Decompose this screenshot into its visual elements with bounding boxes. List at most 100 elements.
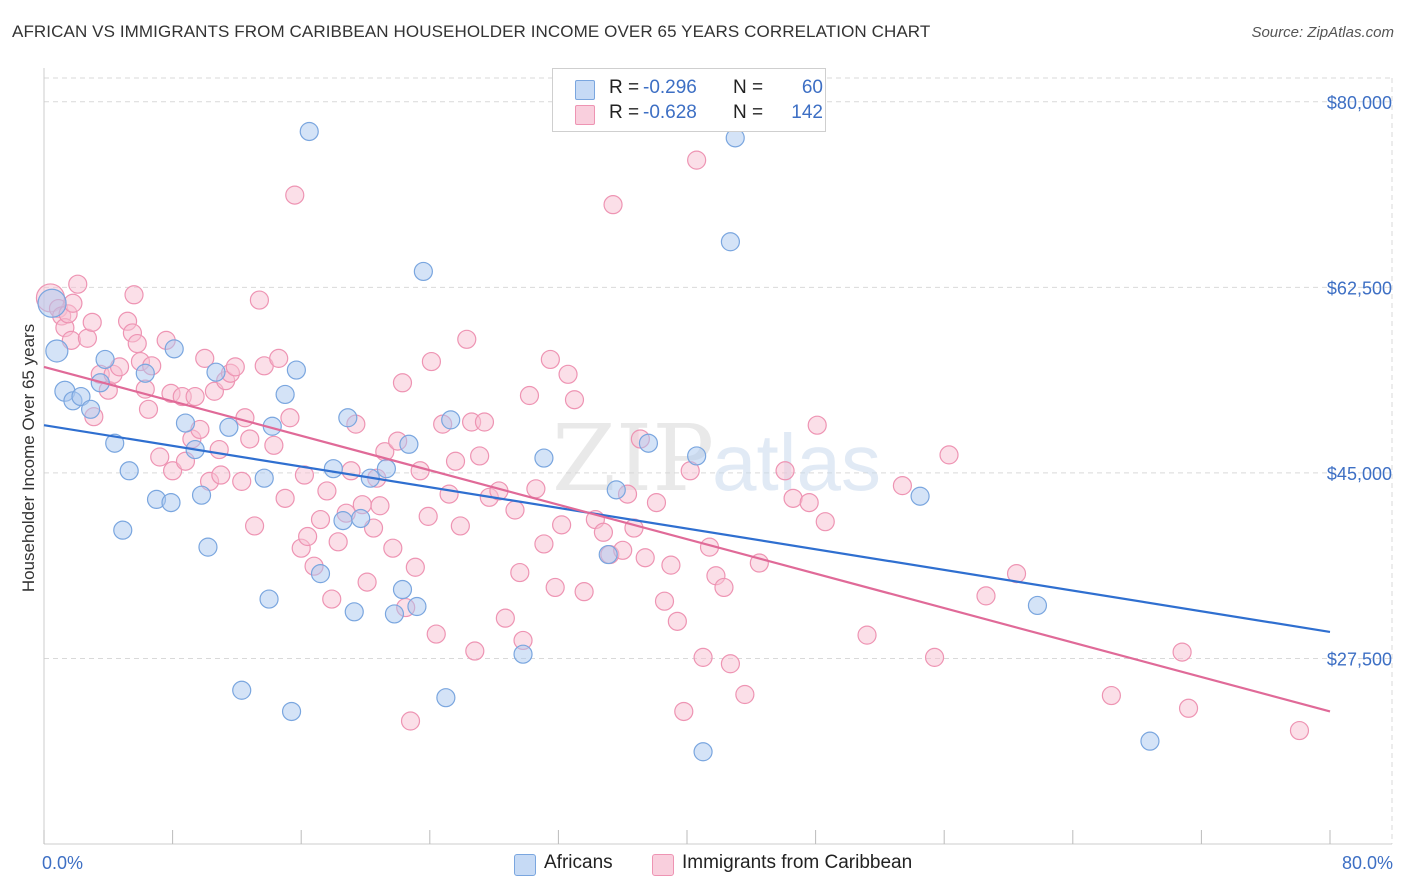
point-caribbean xyxy=(240,429,260,449)
legend-swatch-caribbean xyxy=(575,105,595,125)
point-africans xyxy=(175,413,196,433)
point-caribbean xyxy=(720,654,741,674)
axis-layer xyxy=(43,68,1392,845)
point-africans xyxy=(119,461,139,481)
legend-n-value-caribbean: 142 xyxy=(791,102,823,123)
point-africans xyxy=(720,232,741,252)
series-immigrants-from-caribbean xyxy=(35,150,1310,741)
point-africans xyxy=(198,537,218,557)
point-caribbean xyxy=(714,577,734,598)
point-africans xyxy=(81,399,101,419)
point-africans xyxy=(384,604,405,624)
point-africans xyxy=(513,644,533,664)
bottom-legend-label-africans: Africans xyxy=(544,852,613,873)
point-africans xyxy=(232,680,252,700)
bottom-legend-label-caribbean: Immigrants from Caribbean xyxy=(682,852,913,873)
point-caribbean xyxy=(127,333,147,354)
point-caribbean xyxy=(495,608,515,628)
point-caribbean xyxy=(211,465,231,485)
point-caribbean xyxy=(465,641,485,661)
point-africans xyxy=(344,602,364,622)
legend-n-label: N = xyxy=(733,77,764,98)
bottom-legend-swatch-africans xyxy=(514,854,536,876)
point-africans xyxy=(95,349,115,370)
trend-lines xyxy=(43,365,1331,713)
point-caribbean xyxy=(687,150,707,170)
point-caribbean xyxy=(540,349,560,370)
point-caribbean xyxy=(426,624,446,644)
point-africans xyxy=(71,386,91,407)
point-africans xyxy=(323,459,343,479)
point-africans xyxy=(113,520,133,540)
bottom-legend-swatch-caribbean xyxy=(652,854,674,876)
point-caribbean xyxy=(534,534,554,554)
point-caribbean xyxy=(383,538,403,558)
point-caribbean xyxy=(603,195,623,215)
point-caribbean xyxy=(510,562,530,583)
point-africans xyxy=(259,589,279,609)
point-africans xyxy=(392,579,413,600)
point-africans xyxy=(191,485,212,505)
point-caribbean xyxy=(392,373,413,393)
point-caribbean xyxy=(674,701,694,722)
trend-line-africans xyxy=(43,424,1331,634)
point-caribbean xyxy=(317,481,337,501)
point-caribbean xyxy=(185,386,205,407)
y-tick-label: $80,000 xyxy=(1327,93,1392,113)
point-caribbean xyxy=(693,647,713,667)
x-tick-label: 0.0% xyxy=(42,853,83,873)
legend-r-value-caribbean: -0.628 xyxy=(643,102,697,123)
point-africans xyxy=(376,459,396,479)
point-caribbean xyxy=(209,439,229,460)
point-africans xyxy=(310,564,331,584)
point-caribbean xyxy=(815,512,835,532)
point-africans xyxy=(254,468,274,488)
point-africans xyxy=(338,408,358,428)
point-africans xyxy=(45,339,69,363)
y-tick-label: $27,500 xyxy=(1327,649,1392,669)
point-caribbean xyxy=(82,312,102,332)
point-caribbean xyxy=(232,471,252,491)
point-africans xyxy=(161,492,181,513)
point-caribbean xyxy=(1289,720,1310,741)
point-caribbean xyxy=(195,348,215,368)
point-caribbean xyxy=(357,572,377,592)
trend-line-caribbean xyxy=(43,365,1331,713)
point-caribbean xyxy=(783,488,803,508)
point-caribbean xyxy=(298,526,318,547)
point-africans xyxy=(1027,595,1048,616)
point-africans xyxy=(37,288,67,318)
legend-r-label: R = xyxy=(609,77,640,98)
point-caribbean xyxy=(322,589,342,609)
point-caribbean xyxy=(1101,685,1121,706)
point-africans xyxy=(534,448,554,468)
point-caribbean xyxy=(654,591,675,611)
point-africans xyxy=(687,446,707,466)
point-caribbean xyxy=(235,408,255,428)
point-caribbean xyxy=(892,476,913,496)
point-africans xyxy=(399,434,419,454)
point-caribbean xyxy=(405,557,425,577)
point-caribbean xyxy=(439,484,459,504)
point-caribbean xyxy=(775,461,795,481)
point-caribbean xyxy=(418,506,438,526)
x-tick-label: 80.0% xyxy=(1342,853,1393,873)
point-caribbean xyxy=(474,412,495,432)
y-tick-label: $45,000 xyxy=(1327,464,1392,484)
point-africans xyxy=(910,486,930,506)
point-africans xyxy=(275,384,295,405)
point-africans xyxy=(286,360,306,380)
point-caribbean xyxy=(150,447,170,467)
point-caribbean xyxy=(470,446,490,466)
point-caribbean xyxy=(341,461,361,481)
point-caribbean xyxy=(661,555,681,575)
point-africans xyxy=(407,596,427,617)
point-caribbean xyxy=(457,329,477,349)
point-caribbean xyxy=(77,328,98,348)
point-africans xyxy=(413,261,433,282)
point-caribbean xyxy=(225,357,245,377)
point-caribbean xyxy=(280,408,300,428)
point-caribbean xyxy=(163,461,183,481)
point-caribbean xyxy=(124,285,144,305)
stats-legend: R = -0.296 N = 60 R = -0.628 N = 142 xyxy=(552,68,826,132)
